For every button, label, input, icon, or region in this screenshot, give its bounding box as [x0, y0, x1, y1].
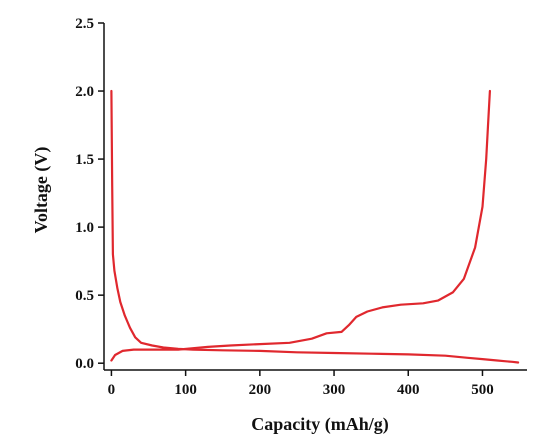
y-tick-label: 2.5 — [75, 16, 94, 32]
y-tick-label: 0.0 — [75, 356, 94, 372]
x-tick-label: 300 — [323, 382, 346, 398]
y-tick-label: 0.5 — [75, 288, 94, 304]
series-line-1 — [110, 89, 520, 364]
axes — [103, 23, 527, 371]
y-tick-label: 1.0 — [75, 220, 94, 236]
y-tick-label: 1.5 — [75, 152, 94, 168]
x-tick-label: 500 — [471, 382, 494, 398]
x-tick-label: 100 — [174, 382, 197, 398]
x-tick-label: 0 — [108, 382, 116, 398]
y-axis-title: Voltage (V) — [31, 147, 52, 234]
series-line-2 — [110, 89, 491, 362]
y-tick-label: 2.0 — [75, 84, 94, 100]
x-tick-label: 400 — [397, 382, 420, 398]
x-tick-label: 200 — [249, 382, 272, 398]
y-axis-ticks: 0.0 0.5 1.0 1.5 2.0 2.5 — [75, 16, 104, 372]
plot-area — [110, 89, 520, 364]
x-axis-ticks: 0 100 200 300 400 500 — [108, 370, 494, 398]
x-axis-title: Capacity (mAh/g) — [251, 414, 389, 435]
